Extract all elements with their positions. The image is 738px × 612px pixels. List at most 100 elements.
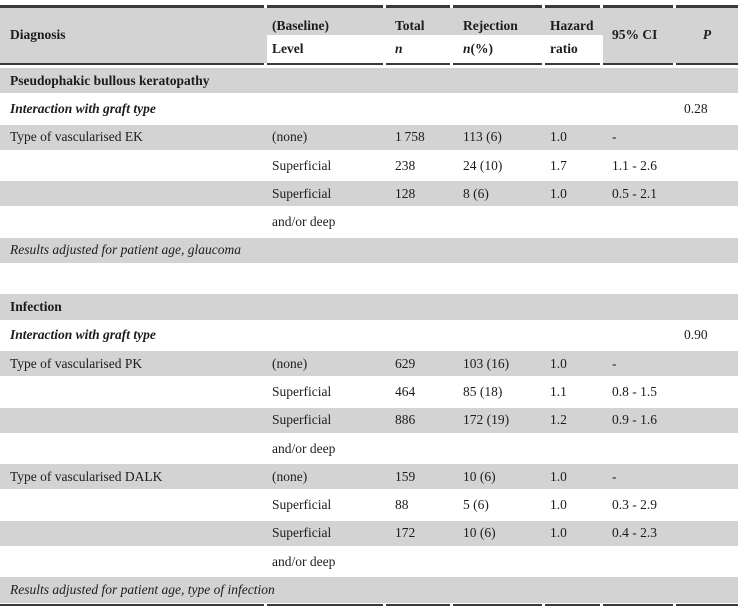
header-ci: 95% CI (603, 7, 676, 63)
cell-level: (none) (272, 468, 308, 484)
header-baseline-label: (Baseline) (272, 17, 329, 33)
section-row: Pseudophakic bullous keratopathy (0, 68, 738, 94)
footnote-row: Results adjusted for patient age, type o… (0, 577, 738, 603)
table-row: Superficial 886 172 (19) 1.2 0.9 - 1.6 (0, 407, 738, 433)
cell-rejection: 172 (19) (463, 412, 510, 428)
table-row: Type of vascularised PK (none) 629 103 (… (0, 350, 738, 377)
table-row: Superficial 238 24 (10) 1.7 1.1 - 2.6 (0, 153, 738, 178)
cell-hazard: 1.7 (550, 157, 567, 173)
cell-hazard: 1.0 (550, 497, 567, 513)
header-hazard-label: Hazard (550, 17, 594, 33)
cell-level: and/or deep (272, 214, 336, 230)
table-row: Type of vascularised EK (none) 1 758 113… (0, 124, 738, 150)
header-baseline-level: (Baseline) Level (267, 7, 386, 63)
header-ratio-label: ratio (550, 40, 578, 56)
header-rejection-top: Rejection (453, 7, 545, 35)
header-total-top: Total (386, 7, 453, 35)
cell-total: 172 (395, 525, 416, 541)
table-top-rule (0, 5, 738, 8)
table-row: Superficial 88 5 (6) 1.0 0.3 - 2.9 (0, 492, 738, 517)
cell-hazard: 1.0 (550, 525, 567, 541)
cell-total: 88 (395, 497, 409, 513)
cell-level: Superficial (272, 157, 332, 173)
cell-total: 464 (395, 383, 416, 399)
footnote-row: Results adjusted for patient age, glauco… (0, 237, 738, 264)
table-body: Pseudophakic bullous keratopathy Interac… (0, 68, 738, 603)
section-row: Infection (0, 294, 738, 320)
table-row: Superficial 464 85 (18) 1.1 0.8 - 1.5 (0, 379, 738, 404)
cell-ci: 1.1 - 2.6 (612, 157, 657, 173)
cell-level: Superficial (272, 525, 332, 541)
header-total-n-label: n (395, 40, 403, 56)
interaction-row: Interaction with graft type 0.90 (0, 323, 738, 348)
table-header-rule (0, 62, 738, 65)
cell-total: 1 758 (395, 129, 425, 145)
interaction-label: Interaction with graft type (10, 327, 156, 343)
cell-rejection: 85 (18) (463, 383, 503, 399)
header-p-label: P (702, 27, 712, 42)
cell-rejection: 10 (6) (463, 525, 496, 541)
cell-hazard: 1.2 (550, 412, 567, 428)
header-diagnosis-label: Diagnosis (10, 27, 66, 42)
cell-diagnosis: Type of vascularised PK (10, 355, 143, 371)
header-rejection-label: Rejection (463, 17, 518, 33)
header-ci-label: 95% CI (612, 27, 658, 42)
header-rejection-n-label: n (463, 40, 471, 56)
cell-rejection: 8 (6) (463, 185, 489, 201)
header-diagnosis: Diagnosis (0, 7, 267, 63)
section-label: Pseudophakic bullous keratopathy (10, 72, 210, 88)
spacer-row (0, 266, 738, 291)
header-total-label: Total (395, 17, 425, 33)
cell-level: and/or deep (272, 553, 336, 569)
cell-level: and/or deep (272, 440, 336, 456)
header-p: P (676, 7, 738, 63)
cell-ci: 0.8 - 1.5 (612, 383, 657, 399)
cell-rejection: 10 (6) (463, 468, 496, 484)
cell-ci: - (612, 129, 617, 145)
cell-hazard: 1.1 (550, 383, 567, 399)
table-bottom-rule (0, 603, 738, 607)
interaction-label: Interaction with graft type (10, 100, 156, 116)
cell-level: (none) (272, 129, 308, 145)
cell-rejection: 24 (10) (463, 157, 503, 173)
table-row: and/or deep (0, 209, 738, 234)
cell-ci: 0.4 - 2.3 (612, 525, 657, 541)
header-baseline: (Baseline) (267, 7, 386, 35)
table-row: and/or deep (0, 549, 738, 574)
header-rejection-pct-label: (%) (470, 40, 494, 56)
cell-ci: 0.3 - 2.9 (612, 497, 657, 513)
header-rejection-n: n (%) (453, 34, 545, 63)
cell-hazard: 1.0 (550, 468, 567, 484)
header-hazard-top: Hazard (545, 7, 603, 35)
header-hazard: Hazard ratio (545, 7, 603, 63)
footnote-label: Results adjusted for patient age, glauco… (10, 242, 241, 258)
section-label: Infection (10, 299, 62, 315)
cell-level: Superficial (272, 412, 332, 428)
header-rejection: Rejection n (%) (453, 7, 545, 63)
cell-hazard: 1.0 (550, 129, 567, 145)
cell-total: 159 (395, 468, 416, 484)
cell-hazard: 1.0 (550, 185, 567, 201)
cell-level: Superficial (272, 383, 332, 399)
cell-ci: 0.9 - 1.6 (612, 412, 657, 428)
cell-ci: - (612, 468, 617, 484)
cell-diagnosis: Type of vascularised DALK (10, 468, 163, 484)
cell-level: Superficial (272, 185, 332, 201)
table-row: Superficial 172 10 (6) 1.0 0.4 - 2.3 (0, 520, 738, 547)
footnote-label: Results adjusted for patient age, type o… (10, 581, 275, 597)
cell-total: 238 (395, 157, 416, 173)
interaction-row: Interaction with graft type 0.28 (0, 96, 738, 121)
header-level-label: Level (272, 40, 304, 56)
table-row: Type of vascularised DALK (none) 159 10 … (0, 464, 738, 490)
table-row: and/or deep (0, 436, 738, 461)
cell-diagnosis: Type of vascularised EK (10, 129, 143, 145)
cell-total: 128 (395, 185, 416, 201)
table-row: Superficial 128 8 (6) 1.0 0.5 - 2.1 (0, 181, 738, 207)
header-ratio: ratio (545, 34, 603, 63)
table-header: Diagnosis (Baseline) Level Total n Rejec… (0, 7, 738, 63)
cell-rejection: 103 (16) (463, 355, 510, 371)
cell-rejection: 5 (6) (463, 497, 489, 513)
cell-total: 886 (395, 412, 416, 428)
cell-ci: 0.5 - 2.1 (612, 185, 657, 201)
